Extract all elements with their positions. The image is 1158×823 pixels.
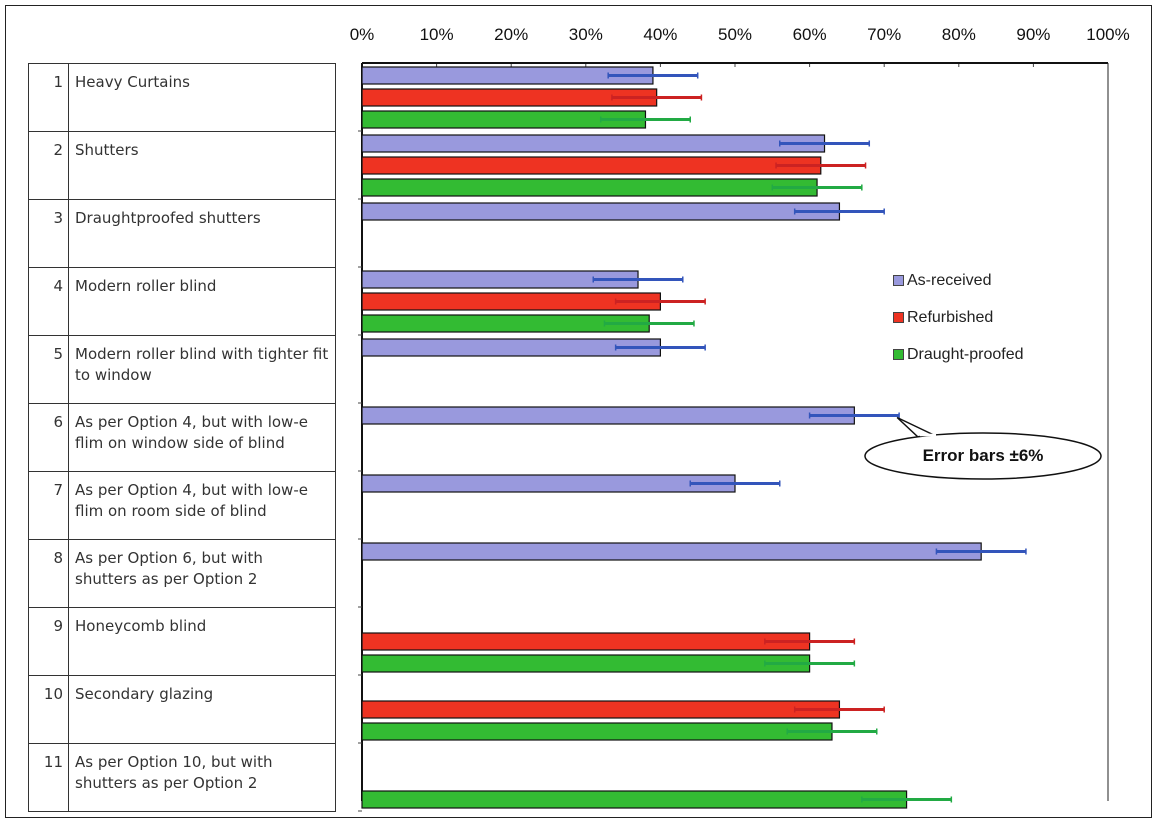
category-row: 8 As per Option 6, but with shutters as p… <box>28 539 336 608</box>
category-number: 7 <box>28 471 69 540</box>
legend-item-as-received: As-received <box>893 262 1024 299</box>
category-row: 6 As per Option 4, but with low-e flim on… <box>28 403 336 472</box>
bar <box>361 134 826 153</box>
category-number: 8 <box>28 539 69 608</box>
bar <box>361 156 822 175</box>
legend-label-draught-proofed: Draught-proofed <box>907 345 1024 363</box>
x-tick-label: 70% <box>867 25 901 44</box>
bar <box>361 722 833 741</box>
callout-bubble <box>864 432 1102 480</box>
category-row: 7 As per Option 4, but with low-e flim on… <box>28 471 336 540</box>
category-label: As per Option 4, but with low-e flim on … <box>68 471 336 540</box>
bar <box>361 178 818 197</box>
bar <box>361 632 811 651</box>
category-number: 6 <box>28 403 69 472</box>
category-row: 10 Secondary glazing <box>28 675 336 744</box>
x-tick-label: 80% <box>942 25 976 44</box>
error-bars-callout-text: Error bars ±6% <box>922 446 1044 465</box>
legend-label-as-received: As-received <box>907 271 992 289</box>
legend-item-refurbished: Refurbished <box>893 299 1024 336</box>
category-row: 4 Modern roller blind <box>28 267 336 336</box>
x-tick-label: 10% <box>420 25 454 44</box>
legend-label-refurbished: Refurbished <box>907 308 994 326</box>
error-bars-callout: Error bars ±6% <box>864 433 1102 479</box>
x-tick-label: 50% <box>718 25 752 44</box>
legend-swatch-as-received <box>893 275 904 286</box>
category-number: 9 <box>28 607 69 676</box>
category-number: 3 <box>28 199 69 268</box>
category-number: 11 <box>28 743 69 812</box>
category-row: 5 Modern roller blind with tighter fit to… <box>28 335 336 404</box>
x-tick-label: 100% <box>1086 25 1129 44</box>
x-tick-label: 0% <box>350 25 375 44</box>
x-tick-label: 60% <box>793 25 827 44</box>
x-tick-label: 40% <box>643 25 677 44</box>
bar <box>361 202 841 221</box>
category-label: As per Option 6, but with shutters as pe… <box>68 539 336 608</box>
bar <box>361 790 908 809</box>
category-row: 1 Heavy Curtains <box>28 63 336 132</box>
category-label: Shutters <box>68 131 336 200</box>
category-row: 11 As per Option 10, but with shutters as… <box>28 743 336 812</box>
bar <box>361 542 982 561</box>
category-label: As per Option 10, but with shutters as p… <box>68 743 336 812</box>
category-row: 3 Draughtproofed shutters <box>28 199 336 268</box>
legend-swatch-refurbished <box>893 312 904 323</box>
category-label: Draughtproofed shutters <box>68 199 336 268</box>
bar <box>361 474 736 493</box>
category-label: Modern roller blind with tighter fit to … <box>68 335 336 404</box>
bar <box>361 654 811 673</box>
legend: As-received Refurbished Draught-proofed <box>893 262 1024 373</box>
category-label: As per Option 4, but with low-e flim on … <box>68 403 336 472</box>
category-number: 1 <box>28 63 69 132</box>
category-number: 2 <box>28 131 69 200</box>
x-tick-label: 30% <box>569 25 603 44</box>
bar <box>361 700 841 719</box>
category-number: 4 <box>28 267 69 336</box>
legend-item-draught-proofed: Draught-proofed <box>893 336 1024 373</box>
category-label: Secondary glazing <box>68 675 336 744</box>
category-row: 2 Shutters <box>28 131 336 200</box>
category-number: 10 <box>28 675 69 744</box>
legend-swatch-draught-proofed <box>893 349 904 360</box>
category-label: Honeycomb blind <box>68 607 336 676</box>
category-table: 1 Heavy Curtains 2 Shutters 3 Draughtproofed … <box>28 63 336 812</box>
category-row: 9 Honeycomb blind <box>28 607 336 676</box>
category-label: Heavy Curtains <box>68 63 336 132</box>
category-number: 5 <box>28 335 69 404</box>
x-tick-label: 90% <box>1016 25 1050 44</box>
bar <box>361 406 855 425</box>
x-tick-label: 20% <box>494 25 528 44</box>
category-label: Modern roller blind <box>68 267 336 336</box>
